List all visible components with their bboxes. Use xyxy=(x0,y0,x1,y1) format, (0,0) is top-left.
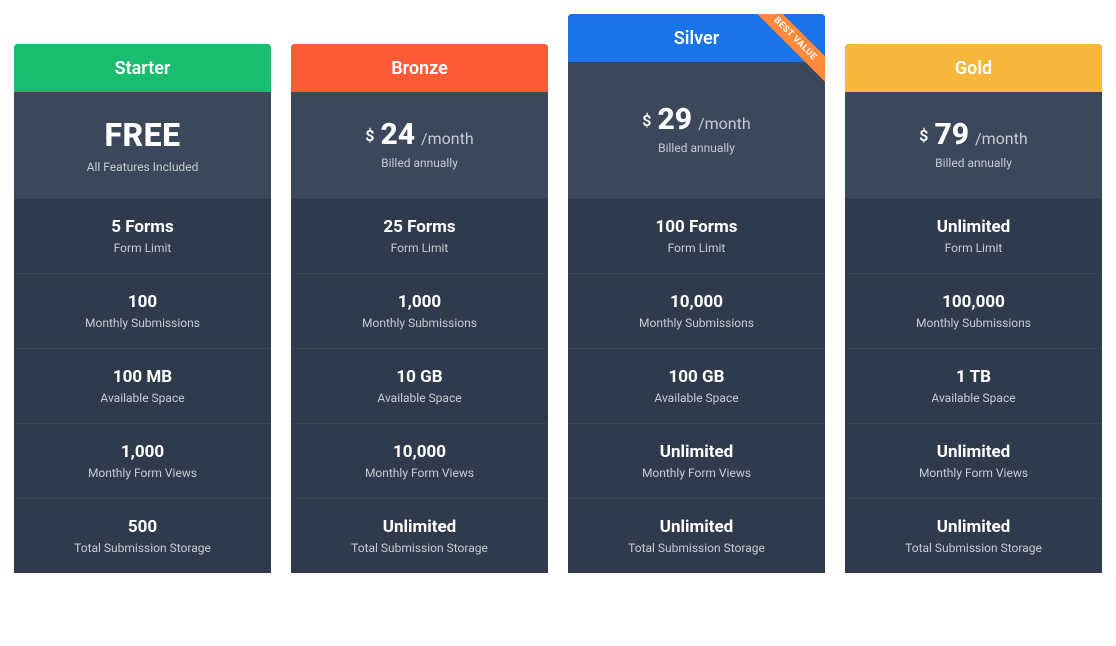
price-period: /month xyxy=(698,116,751,132)
feature-item: 10 GB Available Space xyxy=(291,348,548,423)
price-currency: $ xyxy=(919,128,928,144)
feature-label: Monthly Submissions xyxy=(301,316,538,330)
feature-value: 100 xyxy=(24,292,261,312)
price-row: $79/month xyxy=(919,120,1027,150)
price-amount: 79 xyxy=(934,120,969,150)
feature-item: 10,000 Monthly Form Views xyxy=(291,423,548,498)
plan-features-bronze: 25 Forms Form Limit 1,000 Monthly Submissio… xyxy=(291,198,548,573)
feature-value: 1,000 xyxy=(301,292,538,312)
price-row: $24/month xyxy=(365,120,473,150)
feature-label: Available Space xyxy=(578,391,815,405)
feature-value: Unlimited xyxy=(855,442,1092,462)
feature-value: 500 xyxy=(24,517,261,537)
price-free-text: FREE xyxy=(104,116,180,154)
price-row: $29/month xyxy=(642,105,750,135)
feature-label: Total Submission Storage xyxy=(24,541,261,555)
feature-item: Unlimited Total Submission Storage xyxy=(568,498,825,573)
feature-label: Available Space xyxy=(301,391,538,405)
feature-item: Unlimited Monthly Form Views xyxy=(845,423,1102,498)
feature-value: 100 GB xyxy=(578,367,815,387)
plan-card-silver[interactable]: Silver $29/month Billed annually 100 Forms F… xyxy=(568,14,825,573)
price-period: /month xyxy=(421,131,474,147)
pricing-grid: Starter FREE All Features Included 5 Forms F… xyxy=(0,0,1116,573)
feature-item: 1,000 Monthly Form Views xyxy=(14,423,271,498)
feature-label: Form Limit xyxy=(578,241,815,255)
feature-value: Unlimited xyxy=(578,517,815,537)
feature-value: Unlimited xyxy=(578,442,815,462)
plan-header-silver: Silver xyxy=(568,14,825,62)
price-sub: All Features Included xyxy=(87,160,199,174)
feature-value: 10 GB xyxy=(301,367,538,387)
feature-value: 1 TB xyxy=(855,367,1092,387)
plan-features-starter: 5 FormsForm Limit100Monthly Submissions1… xyxy=(14,198,271,573)
feature-label: Form Limit xyxy=(24,241,261,255)
plan-price-block-silver: $29/month Billed annually xyxy=(568,62,825,198)
feature-item: 500 Total Submission Storage xyxy=(14,498,271,573)
feature-value: 1,000 xyxy=(24,442,261,462)
feature-item: 10,000 Monthly Submissions xyxy=(568,273,825,348)
feature-label: Available Space xyxy=(855,391,1092,405)
feature-value: 25 Forms xyxy=(301,217,538,237)
feature-label: Monthly Form Views xyxy=(24,466,261,480)
feature-value: 100,000 xyxy=(855,292,1092,312)
price-currency: $ xyxy=(642,113,651,129)
plan-card-bronze[interactable]: Bronze $24/month Billed annually 25 Forms Fo… xyxy=(291,44,548,573)
plan-header-starter: Starter xyxy=(14,44,271,92)
plan-card-starter[interactable]: Starter FREE All Features Included 5 Forms F… xyxy=(14,44,271,573)
feature-item: Unlimited Total Submission Storage xyxy=(845,498,1102,573)
plan-price-block-bronze: $24/month Billed annually xyxy=(291,92,548,198)
price-currency: $ xyxy=(365,128,374,144)
plan-features-gold: Unlimited Form Limit 100,000 Monthly Submis… xyxy=(845,198,1102,573)
price-amount: 24 xyxy=(380,120,415,150)
plan-price-block-gold: $79/month Billed annually xyxy=(845,92,1102,198)
feature-item: 100 GB Available Space xyxy=(568,348,825,423)
feature-value: Unlimited xyxy=(855,217,1092,237)
feature-item: Unlimited Total Submission Storage xyxy=(291,498,548,573)
feature-item: Unlimited Form Limit xyxy=(845,198,1102,273)
feature-label: Monthly Form Views xyxy=(578,466,815,480)
plan-header-bronze: Bronze xyxy=(291,44,548,92)
feature-label: Total Submission Storage xyxy=(855,541,1092,555)
plan-price-block-starter: FREE All Features Included xyxy=(14,92,271,198)
feature-label: Monthly Submissions xyxy=(855,316,1092,330)
feature-label: Monthly Submissions xyxy=(24,316,261,330)
price-sub: Billed annually xyxy=(381,156,458,170)
feature-value: 10,000 xyxy=(578,292,815,312)
price-period: /month xyxy=(975,131,1028,147)
price-sub: Billed annually xyxy=(658,141,735,155)
feature-item: 100 Forms Form Limit xyxy=(568,198,825,273)
feature-value: Unlimited xyxy=(855,517,1092,537)
feature-label: Available Space xyxy=(24,391,261,405)
price-amount: 29 xyxy=(657,105,692,135)
feature-item: 1,000 Monthly Submissions xyxy=(291,273,548,348)
plan-features-silver: 100 Forms Form Limit 10,000 Monthly Submiss… xyxy=(568,198,825,573)
feature-item: 100,000 Monthly Submissions xyxy=(845,273,1102,348)
feature-item: Unlimited Monthly Form Views xyxy=(568,423,825,498)
feature-item: 25 Forms Form Limit xyxy=(291,198,548,273)
feature-value: 100 MB xyxy=(24,367,261,387)
feature-value: Unlimited xyxy=(301,517,538,537)
feature-label: Form Limit xyxy=(301,241,538,255)
feature-label: Total Submission Storage xyxy=(578,541,815,555)
feature-item: 1 TB Available Space xyxy=(845,348,1102,423)
feature-value: 5 Forms xyxy=(24,217,261,237)
feature-item: 100 MB Available Space xyxy=(14,348,271,423)
plan-header-gold: Gold xyxy=(845,44,1102,92)
feature-label: Form Limit xyxy=(855,241,1092,255)
plan-card-gold[interactable]: Gold $79/month Billed annually Unlimited For… xyxy=(845,44,1102,573)
feature-item: 100 Monthly Submissions xyxy=(14,273,271,348)
feature-value: 10,000 xyxy=(301,442,538,462)
feature-value: 100 Forms xyxy=(578,217,815,237)
feature-label: Monthly Form Views xyxy=(855,466,1092,480)
feature-label: Monthly Submissions xyxy=(578,316,815,330)
feature-label: Total Submission Storage xyxy=(301,541,538,555)
feature-item: 5 Forms Form Limit xyxy=(14,198,271,273)
feature-label: Monthly Form Views xyxy=(301,466,538,480)
price-sub: Billed annually xyxy=(935,156,1012,170)
